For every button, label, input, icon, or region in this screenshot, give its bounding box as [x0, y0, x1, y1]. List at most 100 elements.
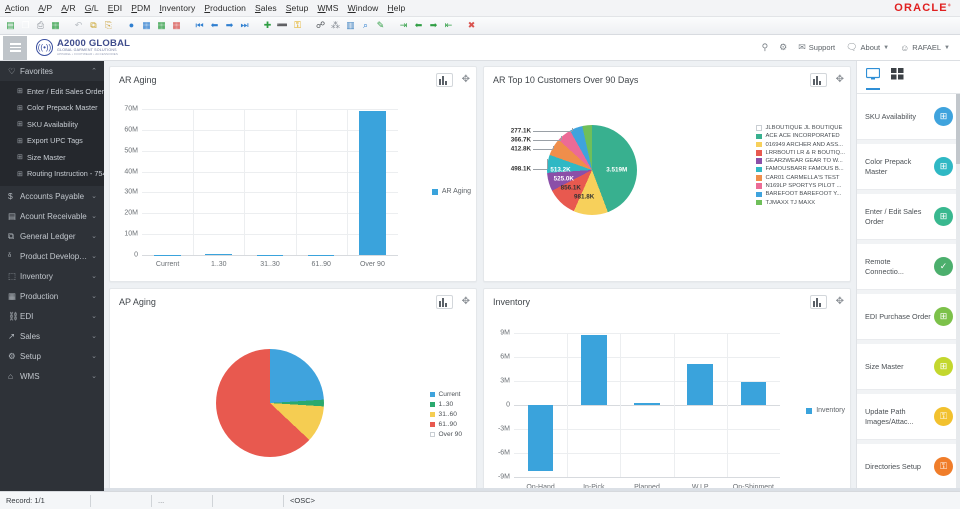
- sidebar-group-general-ledger[interactable]: ⧉ General Ledger ⌄: [0, 226, 104, 246]
- nav-first-block-icon[interactable]: ⇥: [399, 20, 408, 30]
- sidebar-group-product-developme-[interactable]: ᵟ Product Developme... ⌄: [0, 246, 104, 266]
- menu-item-setup[interactable]: Setup: [285, 3, 309, 13]
- legend-item[interactable]: 016949 ARCHER AND ASS...: [756, 142, 845, 148]
- legend-item[interactable]: ACE ACE INCORPORATED: [756, 133, 845, 139]
- sidebar-group-favorites[interactable]: ♡ Favorites ⌃: [0, 61, 104, 81]
- menu-item-action[interactable]: Action: [5, 3, 30, 13]
- bar[interactable]: [154, 254, 181, 256]
- quick-launch-card-directories-setup[interactable]: Directories Setup ⚿: [857, 444, 960, 490]
- legend-item[interactable]: 61..90: [429, 421, 462, 428]
- legend-item[interactable]: LRRBOUTI LR & R BOUTIQ...: [756, 150, 845, 156]
- about-button[interactable]: 🗨 About ▼: [846, 42, 889, 53]
- bar[interactable]: [740, 381, 767, 405]
- add-record-icon[interactable]: ✚: [263, 20, 272, 30]
- find-icon[interactable]: ☍: [315, 20, 326, 30]
- nav-next-block-icon[interactable]: ➡: [429, 20, 438, 30]
- legend-item[interactable]: GEAR2WEAR GEAR TO W...: [756, 158, 845, 164]
- zoom-query-icon[interactable]: ⌕: [362, 20, 369, 30]
- legend-item[interactable]: FAMOUSBARR FAMOUS B...: [756, 166, 845, 172]
- expand-icon[interactable]: ✥: [461, 74, 470, 85]
- exit-icon[interactable]: ✖: [467, 20, 476, 30]
- nav-last-block-icon[interactable]: ⇤: [444, 20, 453, 30]
- sidebar-group-accounts-payable[interactable]: $ Accounts Payable ⌄: [0, 186, 104, 206]
- grid-red-icon[interactable]: ▦: [172, 20, 181, 30]
- sidebar-group-inventory[interactable]: ⬚ Inventory ⌄: [0, 266, 104, 286]
- menu-item-window[interactable]: Window: [347, 3, 379, 13]
- menu-item-inventory[interactable]: Inventory: [159, 3, 196, 13]
- menu-item-help[interactable]: Help: [387, 3, 406, 13]
- bar[interactable]: [527, 405, 554, 471]
- save-icon[interactable]: ▤: [6, 20, 15, 30]
- menu-item-a-r[interactable]: A/R: [61, 3, 76, 13]
- grid-green-icon[interactable]: ▦: [157, 20, 166, 30]
- chart-type-button[interactable]: [809, 73, 827, 87]
- quick-launch-card-sku-availability[interactable]: SKU Availability ⊞: [857, 94, 960, 140]
- bar[interactable]: [687, 364, 713, 405]
- chart-type-button[interactable]: [435, 295, 453, 309]
- menu-item-wms[interactable]: WMS: [317, 3, 339, 13]
- legend-item[interactable]: JLBOUTIQUE JL BOUTIQUE: [756, 125, 845, 131]
- pie-chart-ar-top10[interactable]: [547, 125, 637, 215]
- chart-icon[interactable]: ▥: [346, 20, 355, 30]
- sidebar-item-enter-edit-sales-order[interactable]: ⊞ Enter / Edit Sales Order: [0, 83, 104, 100]
- expand-icon[interactable]: ✥: [461, 296, 470, 307]
- menu-item-a-p[interactable]: A/P: [38, 3, 53, 13]
- menu-item-production[interactable]: Production: [204, 3, 246, 13]
- print-icon[interactable]: ⎙: [36, 20, 45, 30]
- copy-icon[interactable]: ⧉: [90, 20, 97, 30]
- new-document-icon[interactable]: ❐: [21, 20, 30, 30]
- quick-launch-card-update-path-images-attac-[interactable]: Update Path Images/Attac... ⚿: [857, 394, 960, 440]
- sidebar-group-sales[interactable]: ↗ Sales ⌄: [0, 326, 104, 346]
- legend-item[interactable]: Current: [429, 391, 462, 398]
- quick-launch-card-enter-edit-sales-order[interactable]: Enter / Edit Sales Order ⊞: [857, 194, 960, 240]
- legend-item[interactable]: Inventory: [806, 407, 845, 414]
- paste-icon[interactable]: ⎘: [104, 20, 113, 30]
- sidebar-navigation[interactable]: ♡ Favorites ⌃ ⊞ Enter / Edit Sales Order ⊞ Col…: [0, 61, 104, 509]
- menu-item-edi[interactable]: EDI: [107, 3, 123, 13]
- sidebar-item-routing-instruction-754[interactable]: ⊞ Routing Instruction - 754: [0, 166, 104, 183]
- next-record-icon[interactable]: ➡: [225, 20, 234, 30]
- expand-icon[interactable]: ✥: [835, 296, 844, 307]
- chart-type-button[interactable]: [809, 295, 827, 309]
- bar[interactable]: [256, 254, 284, 257]
- sidebar-group-edi[interactable]: ⛓ EDI ⌄: [0, 306, 104, 326]
- legend-item[interactable]: BAREFOOT BAREFOOT Y...: [756, 191, 845, 197]
- quick-launch-card-edi-purchase-order[interactable]: EDI Purchase Order ⊞: [857, 294, 960, 340]
- edit-note-icon[interactable]: ✎: [376, 20, 385, 30]
- user-menu-button[interactable]: ☺ RAFAEL ▼: [900, 43, 950, 53]
- sidebar-item-color-prepack-master[interactable]: ⊞ Color Prepack Master: [0, 100, 104, 117]
- lock-icon[interactable]: ⚿: [294, 20, 301, 30]
- quick-launch-card-remote-connectio-[interactable]: Remote Connectio... ✓: [857, 244, 960, 290]
- sidebar-group-acount-receivable[interactable]: ▤ Acount Receivable ⌄: [0, 206, 104, 226]
- menu-item-g-l[interactable]: G/L: [84, 3, 99, 13]
- legend-item[interactable]: 1..30: [429, 401, 462, 408]
- grid-blue-icon[interactable]: ▦: [142, 20, 151, 30]
- sidebar-item-export-upc-tags[interactable]: ⊞ Export UPC Tags: [0, 133, 104, 150]
- scrollbar-thumb[interactable]: [956, 94, 960, 164]
- menu-toggle-button[interactable]: [3, 35, 27, 60]
- quick-launch-card-size-master[interactable]: Size Master ⊞: [857, 344, 960, 390]
- chart-type-button[interactable]: [435, 73, 453, 87]
- legend-item[interactable]: Over 90: [429, 431, 462, 438]
- apps-grid-tab[interactable]: [891, 67, 904, 88]
- menu-item-sales[interactable]: Sales: [254, 3, 277, 13]
- sidebar-item-size-master[interactable]: ⊞ Size Master: [0, 149, 104, 166]
- legend-item[interactable]: TJMAXX TJ MAXX: [756, 200, 845, 206]
- export-excel-icon[interactable]: ▦: [51, 20, 60, 30]
- sidebar-group-production[interactable]: ▦ Production ⌄: [0, 286, 104, 306]
- pie-chart-ap-aging[interactable]: [216, 349, 324, 457]
- legend-item[interactable]: N169LP SPORTYS PILOT ...: [756, 183, 845, 189]
- support-button[interactable]: ✉ Support: [798, 42, 835, 53]
- monitor-tab[interactable]: [865, 67, 881, 90]
- quick-launch-scrollbar[interactable]: [956, 94, 960, 509]
- undo-icon[interactable]: ↶: [74, 20, 83, 30]
- previous-record-icon[interactable]: ⬅: [210, 20, 219, 30]
- bar[interactable]: [307, 254, 335, 257]
- legend-item[interactable]: AR Aging: [431, 188, 471, 195]
- quick-launch-card-color-prepack-master[interactable]: Color Prepack Master ⊞: [857, 144, 960, 190]
- first-record-icon[interactable]: ⏮: [195, 20, 204, 30]
- search-icon[interactable]: ⚲: [761, 42, 769, 52]
- gear-icon[interactable]: ⚙: [779, 42, 788, 52]
- sidebar-group-setup[interactable]: ⚙ Setup ⌄: [0, 346, 104, 366]
- bar[interactable]: [359, 111, 386, 255]
